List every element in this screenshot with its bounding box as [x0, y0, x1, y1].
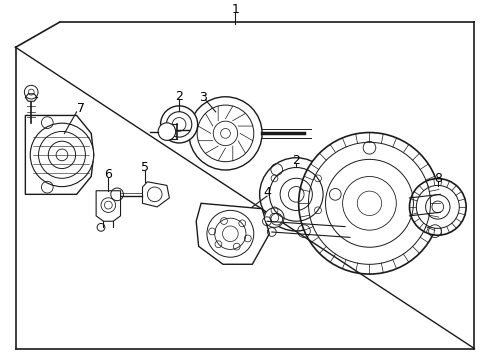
Circle shape — [299, 132, 440, 274]
Circle shape — [30, 123, 94, 186]
Circle shape — [161, 106, 197, 143]
Text: 1: 1 — [231, 3, 239, 16]
Circle shape — [265, 208, 284, 228]
Polygon shape — [143, 182, 170, 207]
Polygon shape — [196, 203, 270, 264]
Text: 4: 4 — [263, 186, 271, 199]
Text: 6: 6 — [104, 168, 112, 181]
Text: 2: 2 — [175, 90, 183, 103]
Text: 7: 7 — [77, 102, 85, 115]
Circle shape — [189, 97, 262, 170]
Text: 5: 5 — [141, 161, 149, 174]
Text: 2: 2 — [293, 154, 300, 167]
Circle shape — [410, 179, 466, 235]
Text: 3: 3 — [199, 91, 207, 104]
Text: 8: 8 — [434, 172, 442, 185]
Circle shape — [260, 158, 333, 231]
Polygon shape — [96, 191, 121, 221]
Circle shape — [158, 123, 176, 140]
Polygon shape — [25, 116, 94, 194]
